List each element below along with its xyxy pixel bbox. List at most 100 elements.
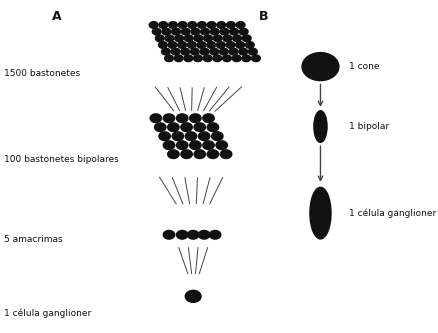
Circle shape (232, 35, 241, 42)
Circle shape (216, 22, 225, 28)
Circle shape (232, 55, 240, 62)
Text: 1 célula ganglioner: 1 célula ganglioner (4, 308, 92, 318)
Circle shape (215, 141, 227, 150)
Circle shape (158, 42, 167, 48)
Circle shape (301, 53, 338, 81)
Circle shape (184, 35, 193, 42)
Circle shape (226, 42, 234, 48)
Circle shape (203, 35, 212, 42)
Circle shape (209, 48, 218, 55)
Circle shape (185, 132, 196, 141)
Circle shape (176, 114, 187, 123)
Circle shape (190, 48, 199, 55)
Circle shape (168, 22, 177, 28)
Circle shape (159, 22, 167, 28)
Circle shape (191, 28, 199, 35)
Circle shape (167, 150, 179, 159)
Circle shape (185, 290, 201, 302)
Text: B: B (258, 10, 268, 23)
Circle shape (194, 123, 205, 132)
Circle shape (161, 48, 170, 55)
Text: 1500 bastonetes: 1500 bastonetes (4, 69, 80, 78)
Circle shape (164, 55, 173, 62)
Circle shape (171, 28, 180, 35)
Circle shape (163, 230, 174, 239)
Circle shape (180, 123, 192, 132)
Ellipse shape (309, 187, 330, 239)
Circle shape (251, 55, 260, 62)
Circle shape (220, 150, 231, 159)
Circle shape (171, 48, 180, 55)
Text: 100 bastonetes bipolares: 100 bastonetes bipolares (4, 155, 119, 165)
Circle shape (194, 150, 205, 159)
Circle shape (248, 48, 257, 55)
Circle shape (219, 28, 228, 35)
Circle shape (184, 55, 192, 62)
Circle shape (200, 28, 209, 35)
Circle shape (187, 230, 198, 239)
Circle shape (242, 35, 251, 42)
Circle shape (154, 123, 166, 132)
Circle shape (245, 42, 254, 48)
Circle shape (212, 55, 221, 62)
Circle shape (187, 22, 196, 28)
Circle shape (167, 123, 179, 132)
Circle shape (159, 132, 170, 141)
Circle shape (189, 141, 201, 150)
Circle shape (150, 114, 161, 123)
Circle shape (229, 48, 237, 55)
Circle shape (176, 230, 187, 239)
Circle shape (194, 35, 202, 42)
Text: A: A (52, 10, 62, 23)
Circle shape (211, 132, 223, 141)
Text: 1 célula ganglioner: 1 célula ganglioner (348, 208, 435, 218)
Circle shape (180, 48, 189, 55)
Circle shape (213, 35, 222, 42)
Circle shape (168, 42, 177, 48)
Circle shape (193, 55, 202, 62)
Ellipse shape (313, 111, 326, 143)
Circle shape (155, 35, 164, 42)
Circle shape (162, 28, 170, 35)
Circle shape (152, 28, 161, 35)
Circle shape (165, 35, 173, 42)
Circle shape (149, 22, 158, 28)
Circle shape (177, 42, 186, 48)
Circle shape (207, 150, 218, 159)
Circle shape (174, 55, 183, 62)
Circle shape (239, 28, 247, 35)
Circle shape (202, 114, 214, 123)
Circle shape (206, 42, 215, 48)
Circle shape (180, 150, 192, 159)
Circle shape (200, 48, 208, 55)
Text: 1 cone: 1 cone (348, 62, 378, 71)
Circle shape (226, 22, 235, 28)
Circle shape (181, 28, 190, 35)
Circle shape (203, 55, 212, 62)
Circle shape (223, 35, 231, 42)
Circle shape (197, 42, 205, 48)
Circle shape (176, 141, 187, 150)
Circle shape (187, 42, 196, 48)
Circle shape (238, 48, 247, 55)
Circle shape (222, 55, 231, 62)
Circle shape (163, 114, 174, 123)
Circle shape (209, 230, 220, 239)
Text: 1 bipolar: 1 bipolar (348, 122, 388, 131)
Circle shape (178, 22, 187, 28)
Circle shape (189, 114, 201, 123)
Circle shape (172, 132, 183, 141)
Circle shape (236, 22, 244, 28)
Circle shape (235, 42, 244, 48)
Circle shape (174, 35, 183, 42)
Circle shape (198, 132, 209, 141)
Circle shape (219, 48, 228, 55)
Circle shape (216, 42, 225, 48)
Circle shape (202, 141, 214, 150)
Circle shape (163, 141, 174, 150)
Circle shape (210, 28, 219, 35)
Circle shape (198, 230, 209, 239)
Circle shape (207, 22, 215, 28)
Circle shape (197, 22, 206, 28)
Text: 5 amacrimas: 5 amacrimas (4, 235, 63, 244)
